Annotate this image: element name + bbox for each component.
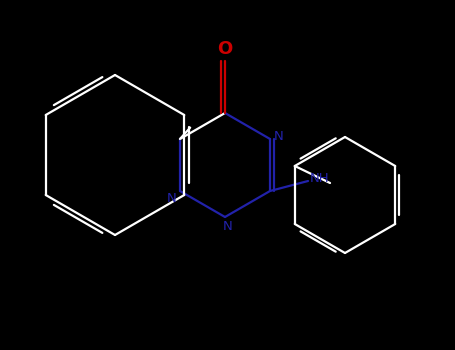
Text: N: N (223, 220, 233, 233)
Text: N: N (274, 131, 284, 144)
Text: N: N (167, 193, 177, 205)
Text: NH: NH (310, 173, 330, 186)
Text: O: O (217, 40, 233, 58)
